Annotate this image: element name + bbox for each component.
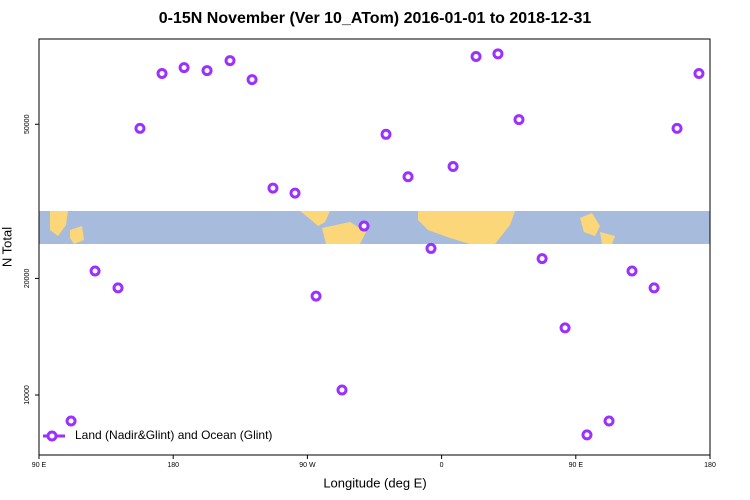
y-axis-label: N Total (0, 227, 14, 267)
point (693, 68, 705, 80)
point (246, 74, 258, 86)
x-tick-label: 180 (167, 462, 179, 469)
point (224, 55, 236, 67)
x-tick-label: 90 E (32, 462, 47, 469)
x-axis-label: Longitude (deg E) (323, 475, 426, 490)
point (559, 322, 571, 334)
point (134, 122, 146, 134)
point (267, 182, 279, 194)
point (513, 114, 525, 126)
point (310, 290, 322, 302)
legend-label: Land (Nadir&Glint) and Ocean (Glint) (75, 428, 272, 442)
point (603, 415, 615, 427)
plot-frame (38, 38, 711, 456)
legend-marker (46, 430, 58, 442)
point (492, 48, 504, 60)
point (289, 187, 301, 199)
x-tick-label: 0 (440, 462, 444, 469)
point (536, 253, 548, 265)
map-band (39, 211, 710, 244)
point (648, 282, 660, 294)
point (156, 68, 168, 80)
point (380, 128, 392, 140)
point (402, 171, 414, 183)
point (671, 122, 683, 134)
y-tick-label: 20000 (24, 269, 31, 289)
point (358, 220, 370, 232)
point (447, 160, 459, 172)
point (336, 384, 348, 396)
point (178, 62, 190, 74)
x-tick-label: 90 E (569, 462, 584, 469)
y-tick-label: 10000 (24, 385, 31, 405)
chart-title: 0-15N November (Ver 10_ATom) 2016-01-01 … (159, 10, 592, 27)
point (112, 282, 124, 294)
point (89, 265, 101, 277)
point (581, 429, 593, 441)
point (626, 265, 638, 277)
point (65, 415, 77, 427)
x-tick-label: 90 W (299, 462, 316, 469)
point (201, 65, 213, 77)
x-tick-label: 180 (704, 462, 716, 469)
point (425, 242, 437, 254)
point (470, 50, 482, 62)
y-tick-label: 50000 (24, 114, 31, 134)
